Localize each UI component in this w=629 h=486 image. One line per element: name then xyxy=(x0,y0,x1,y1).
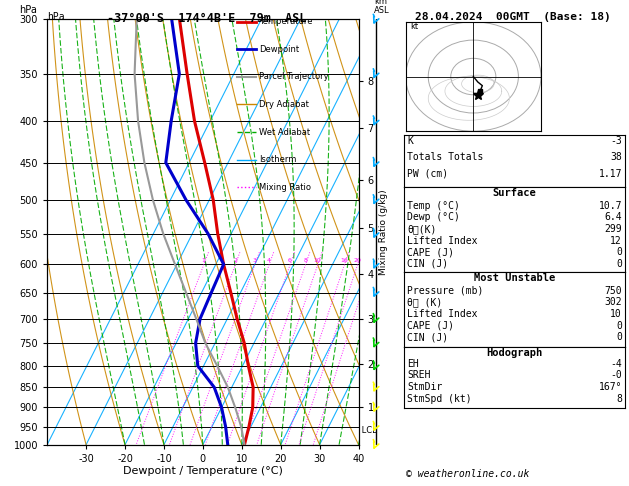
Text: Dewpoint: Dewpoint xyxy=(259,45,299,54)
Text: 4: 4 xyxy=(267,258,271,263)
Text: 38: 38 xyxy=(610,153,622,162)
Text: Isotherm: Isotherm xyxy=(259,155,296,164)
Text: hPa: hPa xyxy=(47,12,65,22)
Text: -0: -0 xyxy=(610,370,622,380)
Text: 750: 750 xyxy=(604,286,622,295)
Text: Totals Totals: Totals Totals xyxy=(407,153,483,162)
X-axis label: Dewpoint / Temperature (°C): Dewpoint / Temperature (°C) xyxy=(123,467,283,476)
Text: Parcel Trajectory: Parcel Trajectory xyxy=(259,72,328,81)
Text: Temp (°C): Temp (°C) xyxy=(407,201,460,210)
Text: SREH: SREH xyxy=(407,370,430,380)
Text: 16: 16 xyxy=(340,258,348,263)
Text: 6.4: 6.4 xyxy=(604,212,622,222)
Text: Lifted Index: Lifted Index xyxy=(407,309,477,319)
Text: 302: 302 xyxy=(604,297,622,307)
Text: CIN (J): CIN (J) xyxy=(407,259,448,269)
Text: CAPE (J): CAPE (J) xyxy=(407,321,454,330)
Text: Surface: Surface xyxy=(493,188,537,198)
Text: 0: 0 xyxy=(616,259,622,269)
Text: θᴄ (K): θᴄ (K) xyxy=(407,297,442,307)
Text: PW (cm): PW (cm) xyxy=(407,169,448,178)
Text: 12: 12 xyxy=(610,236,622,245)
Text: 2: 2 xyxy=(233,258,237,263)
Text: Wet Adiabat: Wet Adiabat xyxy=(259,128,310,137)
Text: © weatheronline.co.uk: © weatheronline.co.uk xyxy=(406,469,529,479)
Text: 1: 1 xyxy=(202,258,206,263)
Text: 8: 8 xyxy=(616,394,622,403)
Text: 8: 8 xyxy=(303,258,308,263)
Text: kt: kt xyxy=(410,22,418,31)
Text: Lifted Index: Lifted Index xyxy=(407,236,477,245)
Text: -37°00'S  174°4B'E  79m  ASL: -37°00'S 174°4B'E 79m ASL xyxy=(107,12,306,25)
Text: 20: 20 xyxy=(353,258,362,263)
Text: K: K xyxy=(407,137,413,146)
Text: LCL: LCL xyxy=(359,426,376,435)
Text: 299: 299 xyxy=(604,224,622,234)
Text: CAPE (J): CAPE (J) xyxy=(407,247,454,257)
Text: 0: 0 xyxy=(616,321,622,330)
Text: 167°: 167° xyxy=(599,382,622,392)
Text: θᴄ(K): θᴄ(K) xyxy=(407,224,437,234)
Text: CIN (J): CIN (J) xyxy=(407,332,448,342)
Text: Hodograph: Hodograph xyxy=(486,348,543,358)
Text: 6: 6 xyxy=(288,258,292,263)
Text: Pressure (mb): Pressure (mb) xyxy=(407,286,483,295)
Text: StmSpd (kt): StmSpd (kt) xyxy=(407,394,472,403)
Text: EH: EH xyxy=(407,359,419,368)
Text: 10: 10 xyxy=(314,258,321,263)
Text: StmDir: StmDir xyxy=(407,382,442,392)
Text: hPa: hPa xyxy=(19,5,37,15)
Text: 1.17: 1.17 xyxy=(599,169,622,178)
Text: 0: 0 xyxy=(616,332,622,342)
Text: 10.7: 10.7 xyxy=(599,201,622,210)
Text: Most Unstable: Most Unstable xyxy=(474,273,555,283)
Text: km
ASL: km ASL xyxy=(374,0,390,15)
Text: -3: -3 xyxy=(610,137,622,146)
Text: Mixing Ratio: Mixing Ratio xyxy=(259,183,311,192)
Text: Dry Adiabat: Dry Adiabat xyxy=(259,100,309,109)
Text: -4: -4 xyxy=(610,359,622,368)
Text: 10: 10 xyxy=(610,309,622,319)
Text: Dewp (°C): Dewp (°C) xyxy=(407,212,460,222)
Text: 0: 0 xyxy=(616,247,622,257)
Y-axis label: Mixing Ratio (g/kg): Mixing Ratio (g/kg) xyxy=(379,189,388,275)
Text: Temperature: Temperature xyxy=(259,17,313,26)
Text: 28.04.2024  00GMT  (Base: 18): 28.04.2024 00GMT (Base: 18) xyxy=(415,12,611,22)
Text: 3: 3 xyxy=(253,258,257,263)
